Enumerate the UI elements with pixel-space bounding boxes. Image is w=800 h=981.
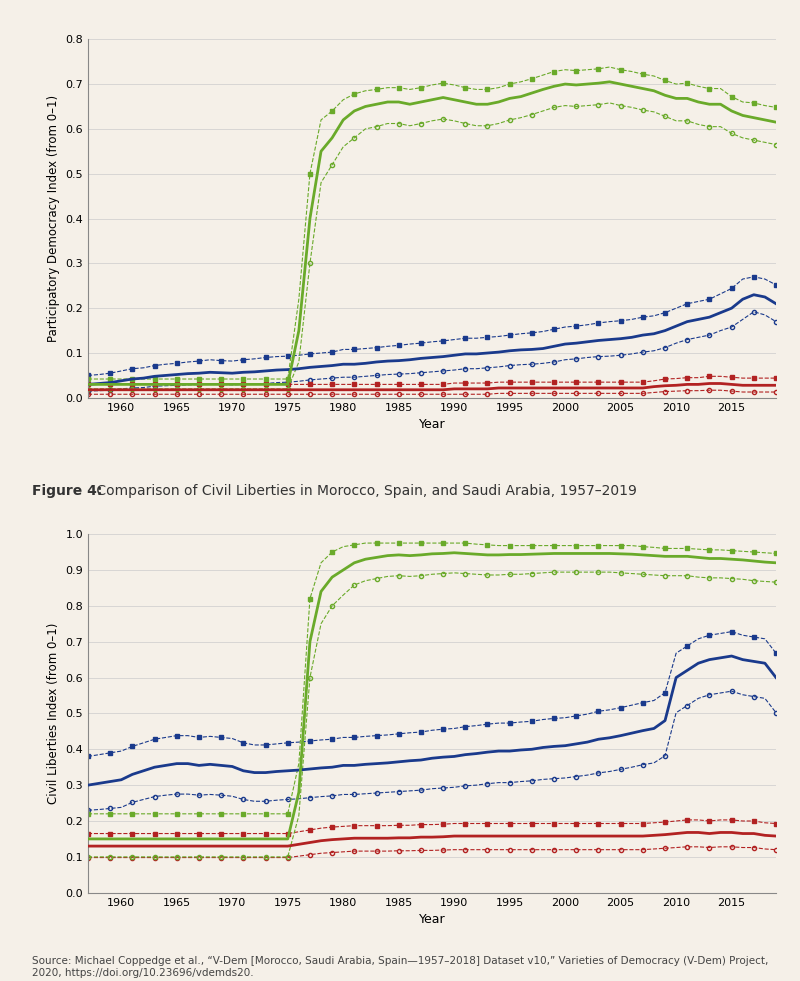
X-axis label: Year: Year [418, 913, 446, 926]
Text: Comparison of Civil Liberties in Morocco, Spain, and Saudi Arabia, 1957–2019: Comparison of Civil Liberties in Morocco… [92, 484, 637, 498]
Text: Source: Michael Coppedge et al., “V-Dem [Morocco, Saudi Arabia, Spain—1957–2018]: Source: Michael Coppedge et al., “V-Dem … [32, 956, 768, 978]
Y-axis label: Civil Liberties Index (from 0–1): Civil Liberties Index (from 0–1) [47, 623, 60, 804]
Text: Figure 4:: Figure 4: [32, 484, 102, 498]
Y-axis label: Participatory Democracy Index (from 0–1): Participatory Democracy Index (from 0–1) [47, 95, 60, 342]
X-axis label: Year: Year [418, 418, 446, 432]
